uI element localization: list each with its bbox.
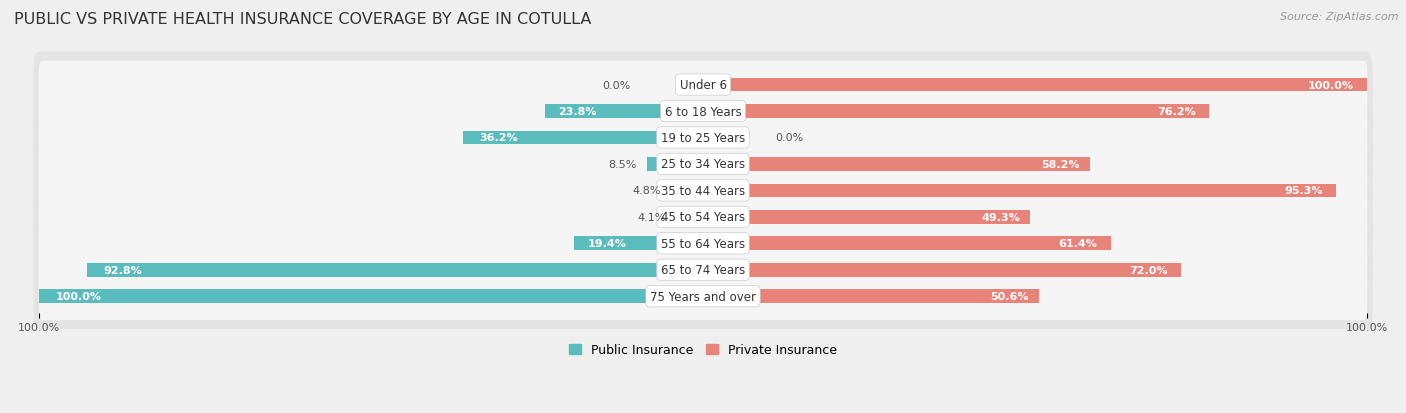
FancyBboxPatch shape [39,88,1367,135]
Bar [39,290,703,304]
Bar [671,184,703,198]
FancyBboxPatch shape [34,185,1372,250]
Text: 45 to 54 Years: 45 to 54 Years [661,211,745,224]
Text: 25 to 34 Years: 25 to 34 Years [661,158,745,171]
Text: 61.4%: 61.4% [1059,239,1098,249]
Text: 0.0%: 0.0% [603,81,631,90]
FancyBboxPatch shape [34,158,1372,224]
Bar [87,263,703,277]
FancyBboxPatch shape [34,52,1372,118]
Text: 55 to 64 Years: 55 to 64 Years [661,237,745,250]
Text: 92.8%: 92.8% [103,265,142,275]
Bar [703,184,1336,198]
Text: PUBLIC VS PRIVATE HEALTH INSURANCE COVERAGE BY AGE IN COTULLA: PUBLIC VS PRIVATE HEALTH INSURANCE COVER… [14,12,592,27]
Text: 72.0%: 72.0% [1129,265,1168,275]
FancyBboxPatch shape [34,264,1372,329]
Text: 8.5%: 8.5% [609,159,637,169]
FancyBboxPatch shape [34,132,1372,197]
Text: 50.6%: 50.6% [991,292,1029,301]
Text: 49.3%: 49.3% [981,212,1021,222]
Bar [703,105,1209,119]
Text: Under 6: Under 6 [679,79,727,92]
FancyBboxPatch shape [39,167,1367,215]
FancyBboxPatch shape [39,141,1367,188]
FancyBboxPatch shape [34,237,1372,303]
FancyBboxPatch shape [39,114,1367,162]
FancyBboxPatch shape [39,220,1367,268]
Text: Source: ZipAtlas.com: Source: ZipAtlas.com [1281,12,1399,22]
Text: 36.2%: 36.2% [479,133,517,143]
Text: 58.2%: 58.2% [1040,159,1080,169]
Text: 65 to 74 Years: 65 to 74 Years [661,263,745,277]
Legend: Public Insurance, Private Insurance: Public Insurance, Private Insurance [564,339,842,361]
Text: 19 to 25 Years: 19 to 25 Years [661,132,745,145]
Text: 76.2%: 76.2% [1157,107,1197,117]
Text: 4.1%: 4.1% [637,212,666,222]
Bar [703,237,1111,251]
Bar [574,237,703,251]
Text: 4.8%: 4.8% [633,186,661,196]
Text: 19.4%: 19.4% [588,239,626,249]
Bar [703,78,1367,92]
FancyBboxPatch shape [39,62,1367,109]
Text: 23.8%: 23.8% [558,107,596,117]
FancyBboxPatch shape [39,194,1367,241]
Bar [546,105,703,119]
FancyBboxPatch shape [39,273,1367,320]
Bar [703,290,1039,304]
Bar [703,158,1090,171]
Bar [676,211,703,224]
FancyBboxPatch shape [34,79,1372,145]
Text: 95.3%: 95.3% [1284,186,1323,196]
Bar [703,211,1031,224]
Text: 0.0%: 0.0% [775,133,803,143]
Text: 100.0%: 100.0% [1308,81,1354,90]
Text: 100.0%: 100.0% [55,292,101,301]
Text: 75 Years and over: 75 Years and over [650,290,756,303]
Text: 6 to 18 Years: 6 to 18 Years [665,105,741,118]
FancyBboxPatch shape [34,105,1372,171]
FancyBboxPatch shape [34,211,1372,276]
Bar [463,131,703,145]
Bar [647,158,703,171]
Bar [703,263,1181,277]
Text: 35 to 44 Years: 35 to 44 Years [661,185,745,197]
FancyBboxPatch shape [39,246,1367,294]
